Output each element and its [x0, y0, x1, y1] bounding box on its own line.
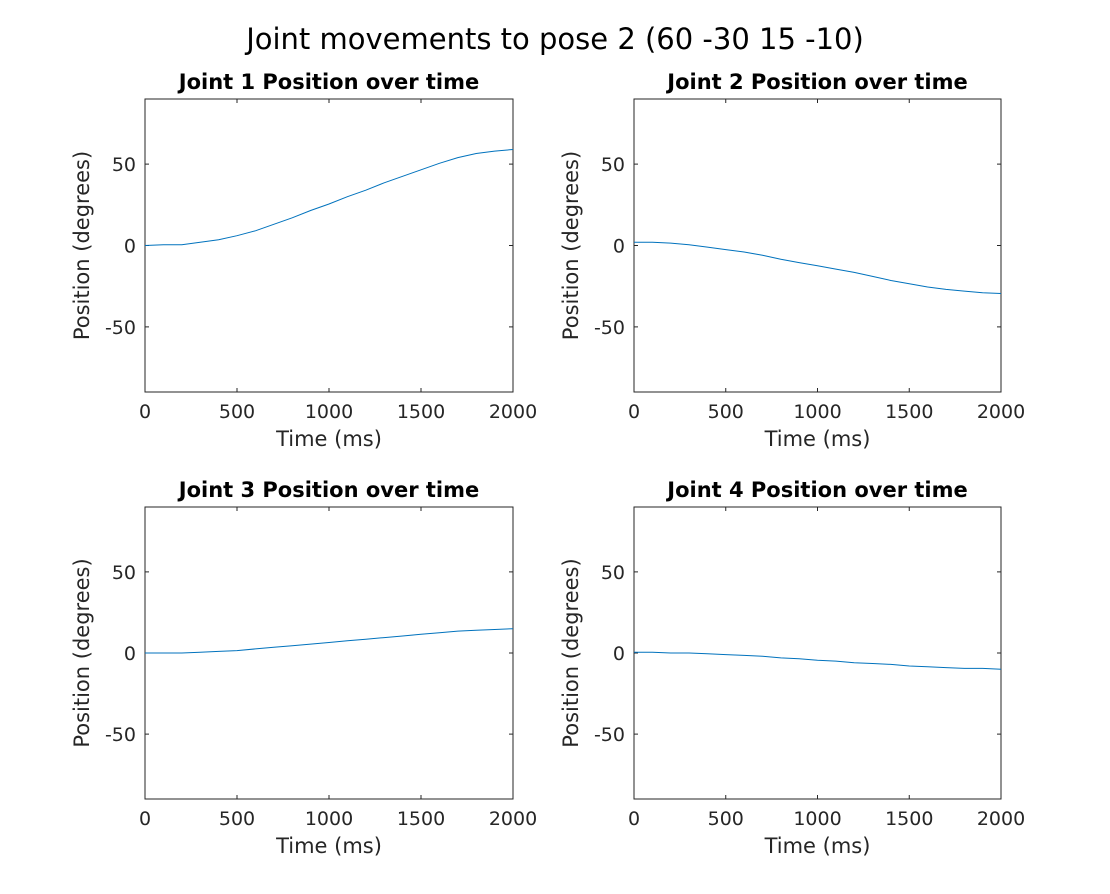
subplot-title: Joint 3 Position over time: [177, 478, 480, 502]
x-tick-label: 500: [219, 808, 255, 830]
y-tick-label: 0: [124, 643, 136, 665]
y-axis-label: Position (degrees): [70, 558, 94, 747]
x-axis-label: Time (ms): [764, 834, 871, 858]
y-tick-label: 0: [124, 236, 136, 258]
y-axis-label: Position (degrees): [559, 558, 583, 747]
x-tick-label: 1000: [305, 808, 353, 830]
x-tick-label: 0: [628, 401, 640, 423]
y-tick-label: -50: [105, 317, 136, 339]
x-tick-label: 0: [628, 808, 640, 830]
figure-title: Joint movements to pose 2 (60 -30 15 -10…: [244, 22, 864, 56]
subplot-title: Joint 2 Position over time: [665, 70, 968, 94]
plot-area: [633, 98, 1002, 393]
y-axis-label: Position (degrees): [559, 151, 583, 340]
x-axis-label: Time (ms): [275, 834, 382, 858]
subplot-title: Joint 4 Position over time: [665, 478, 968, 502]
y-tick-label: -50: [594, 724, 625, 746]
plot-area: [144, 506, 514, 800]
x-axis-label: Time (ms): [764, 427, 871, 451]
x-tick-label: 2000: [489, 401, 537, 423]
subplot-title: Joint 1 Position over time: [177, 70, 480, 94]
x-tick-label: 1000: [305, 401, 353, 423]
x-tick-label: 1000: [793, 808, 841, 830]
joint-position-line: [145, 628, 514, 654]
y-tick-label: 0: [613, 643, 625, 665]
x-tick-label: 1500: [885, 808, 933, 830]
x-tick-label: 1500: [397, 808, 445, 830]
y-tick-label: 50: [112, 562, 136, 584]
joint-position-line: [144, 149, 514, 246]
x-tick-label: 2000: [489, 808, 537, 830]
y-tick-label: 0: [613, 236, 625, 258]
x-tick-label: 2000: [977, 808, 1025, 830]
x-tick-label: 1500: [397, 401, 445, 423]
x-axis-label: Time (ms): [275, 427, 382, 451]
x-tick-label: 1500: [885, 401, 933, 423]
y-tick-label: 50: [601, 154, 625, 176]
y-axis-label: Position (degrees): [70, 151, 94, 340]
x-tick-label: 1000: [793, 401, 841, 423]
joint-position-line: [634, 651, 1002, 670]
x-tick-label: 0: [139, 401, 151, 423]
x-tick-label: 500: [708, 808, 744, 830]
y-tick-label: 50: [601, 562, 625, 584]
plot-area: [144, 98, 514, 393]
x-tick-label: 2000: [977, 401, 1025, 423]
y-tick-label: -50: [594, 317, 625, 339]
x-tick-label: 0: [139, 808, 151, 830]
y-tick-label: 50: [112, 154, 136, 176]
x-tick-label: 500: [708, 401, 744, 423]
x-tick-label: 500: [219, 401, 255, 423]
y-tick-label: -50: [105, 724, 136, 746]
joint-position-line: [634, 241, 1002, 294]
